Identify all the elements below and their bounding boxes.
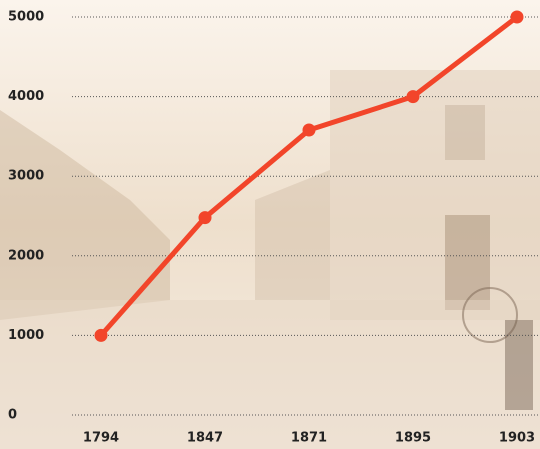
point	[511, 11, 524, 24]
y-tick-label: 3000	[8, 169, 44, 184]
y-tick-label: 1000	[8, 328, 44, 343]
point	[199, 211, 212, 224]
background-photo	[0, 0, 540, 449]
page: {"chart_data": {"type": "line", "categor…	[0, 0, 540, 449]
x-tick-label: 1871	[291, 431, 327, 446]
x-tick-label: 1794	[83, 431, 119, 446]
y-tick-label: 4000	[8, 89, 44, 104]
chart: 0 1000 2000 3000 4000 5000 1794 1847 1871 1895 190…	[0, 0, 540, 449]
x-tick-label: 1895	[395, 431, 431, 446]
point	[95, 329, 108, 342]
x-tick-label: 1847	[187, 431, 223, 446]
point	[303, 124, 316, 137]
y-tick-label: 2000	[8, 248, 44, 263]
y-tick-label: 0	[8, 408, 17, 423]
x-tick-label: 1903	[499, 431, 535, 446]
y-tick-label: 5000	[8, 10, 44, 25]
point	[407, 90, 420, 103]
